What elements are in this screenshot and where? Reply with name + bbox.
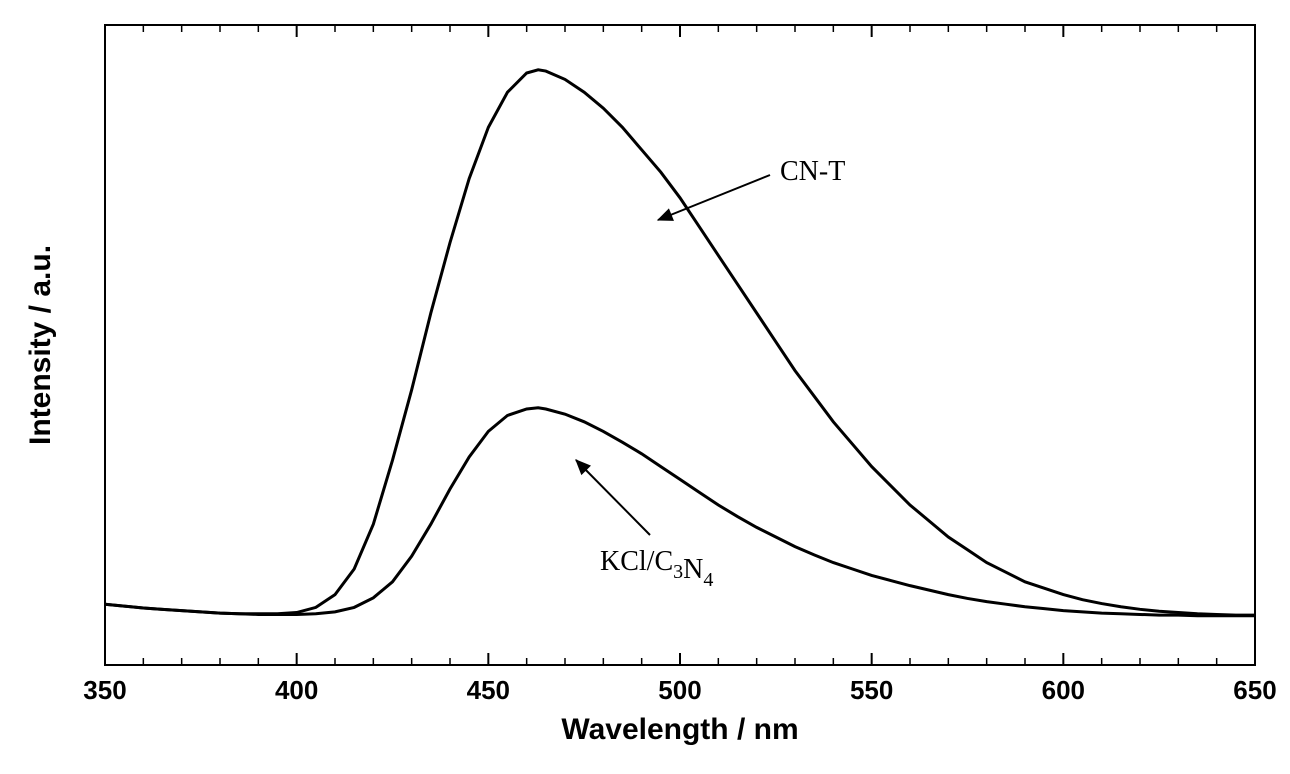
annotation-arrowhead <box>658 209 673 220</box>
x-tick-label: 350 <box>83 675 126 705</box>
x-tick-label: 500 <box>658 675 701 705</box>
chart-svg: 350 400 450 500 550 600 650 Wavelength / nm Inte… <box>0 0 1290 774</box>
series-KCl/C3N4 <box>105 408 1255 616</box>
x-tick-label: 550 <box>850 675 893 705</box>
y-axis-label: Intensity / a.u. <box>24 245 57 445</box>
x-tick-label: 650 <box>1233 675 1276 705</box>
annotation-arrow <box>576 460 650 535</box>
annotation-arrow <box>658 175 770 220</box>
x-tick-label: 600 <box>1042 675 1085 705</box>
series-label: CN-T <box>780 156 845 187</box>
spectrum-chart: 350 400 450 500 550 600 650 Wavelength / nm Inte… <box>0 0 1290 774</box>
x-tick-label: 400 <box>275 675 318 705</box>
x-tick-label: 450 <box>467 675 510 705</box>
series-CN-T <box>105 70 1255 615</box>
series-label: KCl/C3N4 <box>600 546 713 591</box>
x-axis-label: Wavelength / nm <box>561 713 798 746</box>
